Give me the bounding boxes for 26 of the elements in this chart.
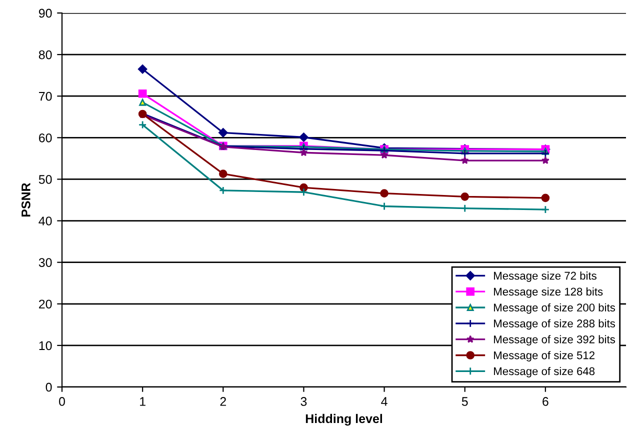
y-tick-label: 20 bbox=[39, 300, 52, 309]
x-tick-label: 4 bbox=[381, 397, 388, 406]
legend-label: Message of size 392 bits bbox=[494, 335, 616, 346]
x-tick-label: 0 bbox=[59, 397, 65, 406]
y-tick-label: 30 bbox=[38, 258, 52, 267]
legend-label: Message size 72 bits bbox=[494, 272, 596, 282]
y-tick-label: 60 bbox=[39, 133, 52, 142]
y-tick-label: 50 bbox=[38, 175, 52, 184]
legend-label: Message of size 200 bits bbox=[494, 303, 616, 314]
legend-label: Message size 128 bits bbox=[494, 287, 603, 298]
x-axis-title: Hidding level bbox=[306, 414, 382, 426]
legend-label: Message of size 288 bits bbox=[494, 319, 616, 330]
y-tick-label: 70 bbox=[39, 92, 52, 101]
x-tick-label: 3 bbox=[300, 397, 307, 406]
y-axis-title: PSNR bbox=[22, 182, 30, 217]
x-tick-label: 6 bbox=[542, 397, 548, 406]
x-tick-label: 5 bbox=[462, 397, 468, 406]
y-tick-label: 10 bbox=[39, 341, 52, 350]
legend-label: Message of size 512 bbox=[494, 351, 594, 362]
y-tick-label: 0 bbox=[46, 382, 52, 392]
legend-label: Message of size 648 bbox=[494, 366, 595, 378]
y-tick-label: 80 bbox=[38, 50, 52, 60]
y-tick-label: 90 bbox=[38, 8, 52, 18]
y-tick-label: 40 bbox=[38, 216, 52, 226]
x-tick-label: 1 bbox=[140, 397, 146, 406]
x-tick-label: 2 bbox=[220, 397, 226, 406]
